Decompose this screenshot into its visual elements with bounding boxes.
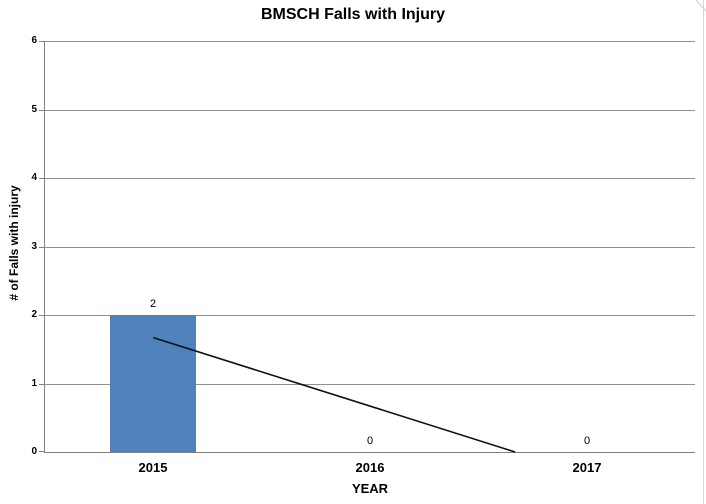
gridline-1 xyxy=(45,384,695,385)
gridline-5 xyxy=(45,110,695,111)
page-right-border xyxy=(703,0,704,504)
y-tick-label-1: 1 xyxy=(31,378,37,389)
trendline-layer xyxy=(153,336,516,453)
trendline xyxy=(153,336,516,453)
y-axis-tick-5 xyxy=(39,110,45,111)
bar-2015 xyxy=(110,315,196,452)
x-tick-label-2017: 2017 xyxy=(572,460,602,475)
gridline-3 xyxy=(45,247,695,248)
chart-title: BMSCH Falls with Injury xyxy=(260,6,445,23)
data-label-2016: 0 xyxy=(366,435,374,447)
y-axis-tick-3 xyxy=(39,247,45,248)
y-axis-tick-0 xyxy=(39,451,45,452)
y-tick-label-6: 6 xyxy=(31,35,37,46)
y-tick-label-5: 5 xyxy=(31,104,37,115)
y-axis-tick-2 xyxy=(39,315,45,316)
x-axis-title: YEAR xyxy=(351,481,389,496)
y-tick-label-0: 0 xyxy=(31,446,37,457)
data-label-2015: 2 xyxy=(149,298,157,310)
y-tick-label-2: 2 xyxy=(31,309,37,320)
x-tick-label-2015: 2015 xyxy=(138,460,168,475)
plot-area: YEAR 0 1 2 3 4 5 6 2 2015 0 2016 0 2017 xyxy=(31,35,695,496)
x-tick-label-2016: 2016 xyxy=(355,460,385,475)
y-axis-tick-6 xyxy=(39,41,45,42)
y-tick-label-3: 3 xyxy=(31,241,37,252)
gridline-2 xyxy=(45,315,695,316)
gridline-4 xyxy=(45,178,695,179)
gridline-6 xyxy=(45,41,695,42)
data-label-2017: 0 xyxy=(583,435,591,447)
y-axis-tick-1 xyxy=(39,384,45,385)
y-axis-tick-4 xyxy=(39,178,45,179)
y-tick-label-4: 4 xyxy=(31,172,37,183)
